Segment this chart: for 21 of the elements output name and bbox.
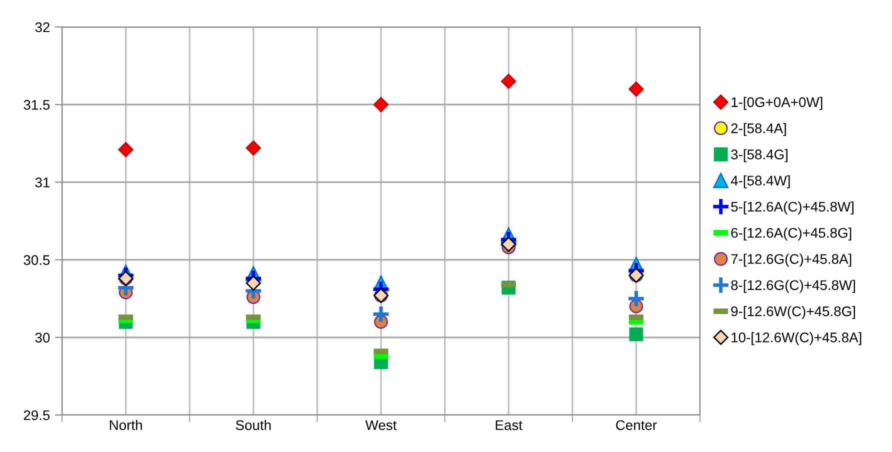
y-tick-label: 31.5 [24,100,50,110]
legend-label: 9-[12.6W(C)+45.8G] [731,306,855,319]
x-tick-label: North [110,420,142,430]
legend-label: 1-[0G+0A+0W] [732,96,822,110]
x-tick-label: South [236,420,271,430]
y-tick-label: 31 [35,178,50,188]
y-tick-label: 30.5 [24,255,50,265]
x-tick-label: West [365,420,397,430]
y-tick-label: 29.5 [24,410,50,420]
legend-label: 2-[58.4A] [731,123,786,136]
legend-label: 4-[58.4W] [730,175,790,188]
legend-label: 10-[12.6W(C)+45.8A] [732,332,862,346]
legend-label: 7-[12.6G(C)+45.8A] [731,254,852,267]
x-tick-label: Center [616,420,657,430]
y-tick-label: 30 [35,332,50,343]
y-tick-label: 32 [35,22,50,32]
x-tick-label: East [496,420,522,430]
legend-label: 6-[12.6A(C)+45.8G] [731,228,852,241]
legend-label: 5-[12.6A(C)+45.8W] [731,201,854,214]
legend-label: 3-[58.4G] [731,149,788,162]
legend-label: 8-[12.6G(C)+45.8W] [731,280,855,293]
